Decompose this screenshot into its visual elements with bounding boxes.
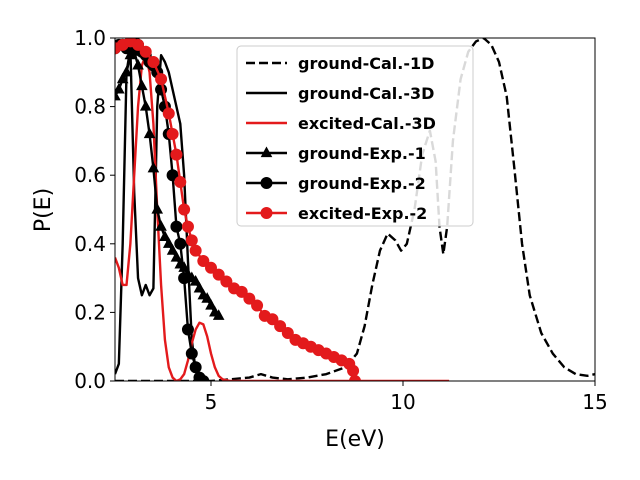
legend: ground-Cal.-1D ground-Cal.-3D excited-Cal.…: [236, 45, 474, 227]
series-excited-exp-2: [115, 38, 361, 381]
series-ground-exp-1-marker: [147, 161, 160, 173]
series-excited-exp-2-marker: [139, 45, 152, 58]
y-tick-label: 0.0: [74, 369, 106, 393]
series-ground-exp-2-marker: [178, 272, 191, 285]
series-ground-exp-2-marker: [170, 220, 183, 233]
series-ground-exp-1-marker: [193, 281, 206, 293]
series-ground-exp-2-marker: [174, 237, 187, 250]
series-excited-exp-2-marker: [181, 220, 194, 233]
legend-excited-exp-2-marker: [260, 207, 273, 219]
series-ground-exp-2-marker: [185, 347, 198, 360]
legend-label: ground-Exp.-2: [298, 174, 426, 193]
series-ground-exp-2-marker: [166, 169, 179, 182]
series-excited-exp-2-marker: [235, 285, 248, 298]
x-tick-label: 5: [205, 390, 218, 414]
series-ground-exp-2-marker: [189, 361, 202, 374]
x-tick-label: 15: [582, 390, 607, 414]
series-ground-exp-1-marker: [139, 100, 152, 111]
legend-label: ground-Exp.-1: [298, 144, 426, 163]
series-excited-exp-2-marker: [243, 292, 256, 305]
series-ground-exp-1-marker: [162, 237, 175, 248]
series-ground-exp-1-marker: [115, 89, 121, 101]
series-excited-exp-2-marker: [220, 275, 233, 288]
series-ground-exp-2-marker: [181, 323, 194, 336]
series-excited-exp-2-marker: [266, 313, 279, 326]
legend-item-excited-cal-3d: excited-Cal.-3D: [246, 114, 436, 133]
legend-item-ground-cal-1d: ground-Cal.-1D: [246, 54, 434, 73]
axes-layer: 5 10 15 0.0 0.2 0.4 0.6 0.8 1.0: [74, 26, 608, 414]
series-ground-exp-1-marker: [143, 127, 156, 139]
series-excited-exp-2-marker: [197, 254, 210, 267]
legend-ground-exp-1-marker: [260, 146, 273, 158]
x-tick-label: 10: [390, 390, 415, 414]
legend-ground-exp-2-marker: [260, 177, 273, 189]
series-excited-exp-2-marker: [170, 148, 183, 161]
legend-label: ground-Cal.-3D: [298, 84, 434, 103]
legend-box: [236, 45, 474, 227]
series-excited-exp-2-marker: [162, 107, 175, 120]
series-excited-exp-2-marker: [166, 128, 179, 141]
x-axis-label: E(eV): [325, 427, 385, 452]
y-tick-label: 0.6: [74, 163, 106, 187]
legend-item-ground-exp-1: ground-Exp.-1: [246, 144, 426, 163]
series-excited-exp-2-marker: [132, 38, 145, 51]
series-ground-exp-1-marker: [120, 65, 133, 77]
series-ground-exp-2-marker: [197, 375, 210, 381]
series-excited-exp-2-marker: [178, 203, 191, 216]
legend-label: excited-Exp.-2: [298, 204, 427, 223]
legend-label: ground-Cal.-1D: [298, 54, 434, 73]
series-excited-exp-2-marker: [174, 176, 187, 189]
series-excited-exp-2-marker: [147, 56, 160, 69]
series-line-excited-cal-3d: [115, 53, 450, 381]
plot-frame: [114, 37, 596, 382]
series-excited-exp-2-marker: [189, 244, 202, 257]
y-tick-label: 0.2: [74, 300, 106, 324]
series-ground-exp-1-marker: [115, 82, 125, 94]
series-excited-exp-2-marker: [281, 326, 294, 339]
series-excited-exp-2-marker: [347, 364, 360, 377]
series-excited-exp-2-marker: [212, 268, 225, 281]
series-ground-exp-1-marker: [166, 244, 179, 255]
series-excited-exp-2-marker: [251, 299, 264, 312]
series-ground-exp-1-marker: [151, 202, 164, 214]
legend-label: excited-Cal.-3D: [298, 114, 436, 133]
series-ground-exp-1-marker: [132, 58, 144, 70]
legend-item-excited-exp-2: excited-Exp.-2: [246, 204, 427, 223]
series-ground-exp-1-marker: [170, 250, 183, 262]
series-excited-exp-2-marker: [349, 375, 361, 381]
series-ground-exp-1-marker: [201, 292, 213, 303]
series-excited-cal-3d: [115, 53, 450, 381]
series-ground-exp-1-marker: [136, 79, 148, 91]
series-ground-exp-1-marker: [155, 220, 167, 231]
series-layer: [115, 38, 595, 381]
series-ground-exp-1-marker: [159, 230, 171, 242]
legend-item-ground-cal-3d: ground-Cal.-3D: [246, 84, 434, 103]
series-ground-exp-1-marker: [116, 72, 129, 84]
y-axis-label: P(E): [31, 188, 56, 232]
series-excited-exp-2-marker: [185, 234, 198, 247]
y-tick-label: 0.4: [74, 232, 106, 256]
series-excited-exp-2-marker: [155, 73, 168, 86]
series-ground-exp-1-marker: [205, 298, 217, 310]
series-ground-exp-1-marker: [212, 309, 225, 320]
series-excited-exp-2-marker: [205, 261, 217, 274]
series-excited-exp-2-marker: [274, 320, 287, 333]
series-ground-exp-1-marker: [189, 274, 202, 286]
legend-item-ground-exp-2: ground-Exp.-2: [246, 174, 426, 193]
y-tick-label: 1.0: [74, 26, 106, 50]
y-tick-label: 0.8: [74, 95, 106, 119]
